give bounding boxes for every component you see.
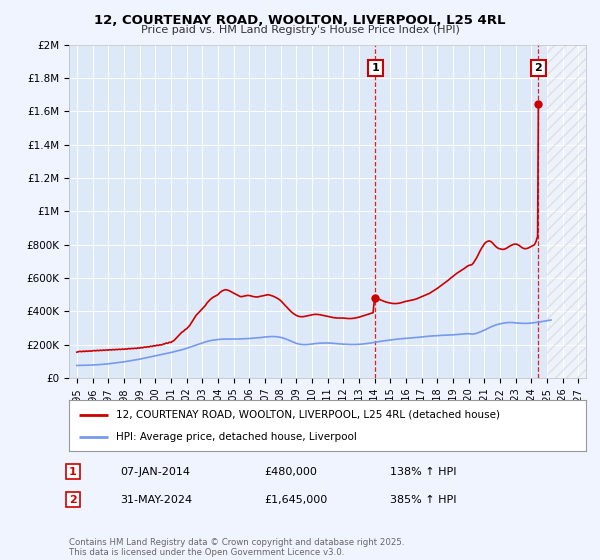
- Text: 2: 2: [535, 63, 542, 73]
- Bar: [547, 45, 586, 378]
- Text: £1,645,000: £1,645,000: [264, 494, 327, 505]
- Text: 138% ↑ HPI: 138% ↑ HPI: [390, 466, 457, 477]
- Text: 385% ↑ HPI: 385% ↑ HPI: [390, 494, 457, 505]
- Text: 1: 1: [69, 466, 77, 477]
- Text: £480,000: £480,000: [264, 466, 317, 477]
- Text: HPI: Average price, detached house, Liverpool: HPI: Average price, detached house, Live…: [116, 432, 356, 442]
- Text: 12, COURTENAY ROAD, WOOLTON, LIVERPOOL, L25 4RL (detached house): 12, COURTENAY ROAD, WOOLTON, LIVERPOOL, …: [116, 409, 500, 419]
- Text: 12, COURTENAY ROAD, WOOLTON, LIVERPOOL, L25 4RL: 12, COURTENAY ROAD, WOOLTON, LIVERPOOL, …: [94, 14, 506, 27]
- Text: 1: 1: [371, 63, 379, 73]
- Text: Contains HM Land Registry data © Crown copyright and database right 2025.
This d: Contains HM Land Registry data © Crown c…: [69, 538, 404, 557]
- Text: 07-JAN-2014: 07-JAN-2014: [120, 466, 190, 477]
- Text: 2: 2: [69, 494, 77, 505]
- Text: 31-MAY-2024: 31-MAY-2024: [120, 494, 192, 505]
- Text: Price paid vs. HM Land Registry's House Price Index (HPI): Price paid vs. HM Land Registry's House …: [140, 25, 460, 35]
